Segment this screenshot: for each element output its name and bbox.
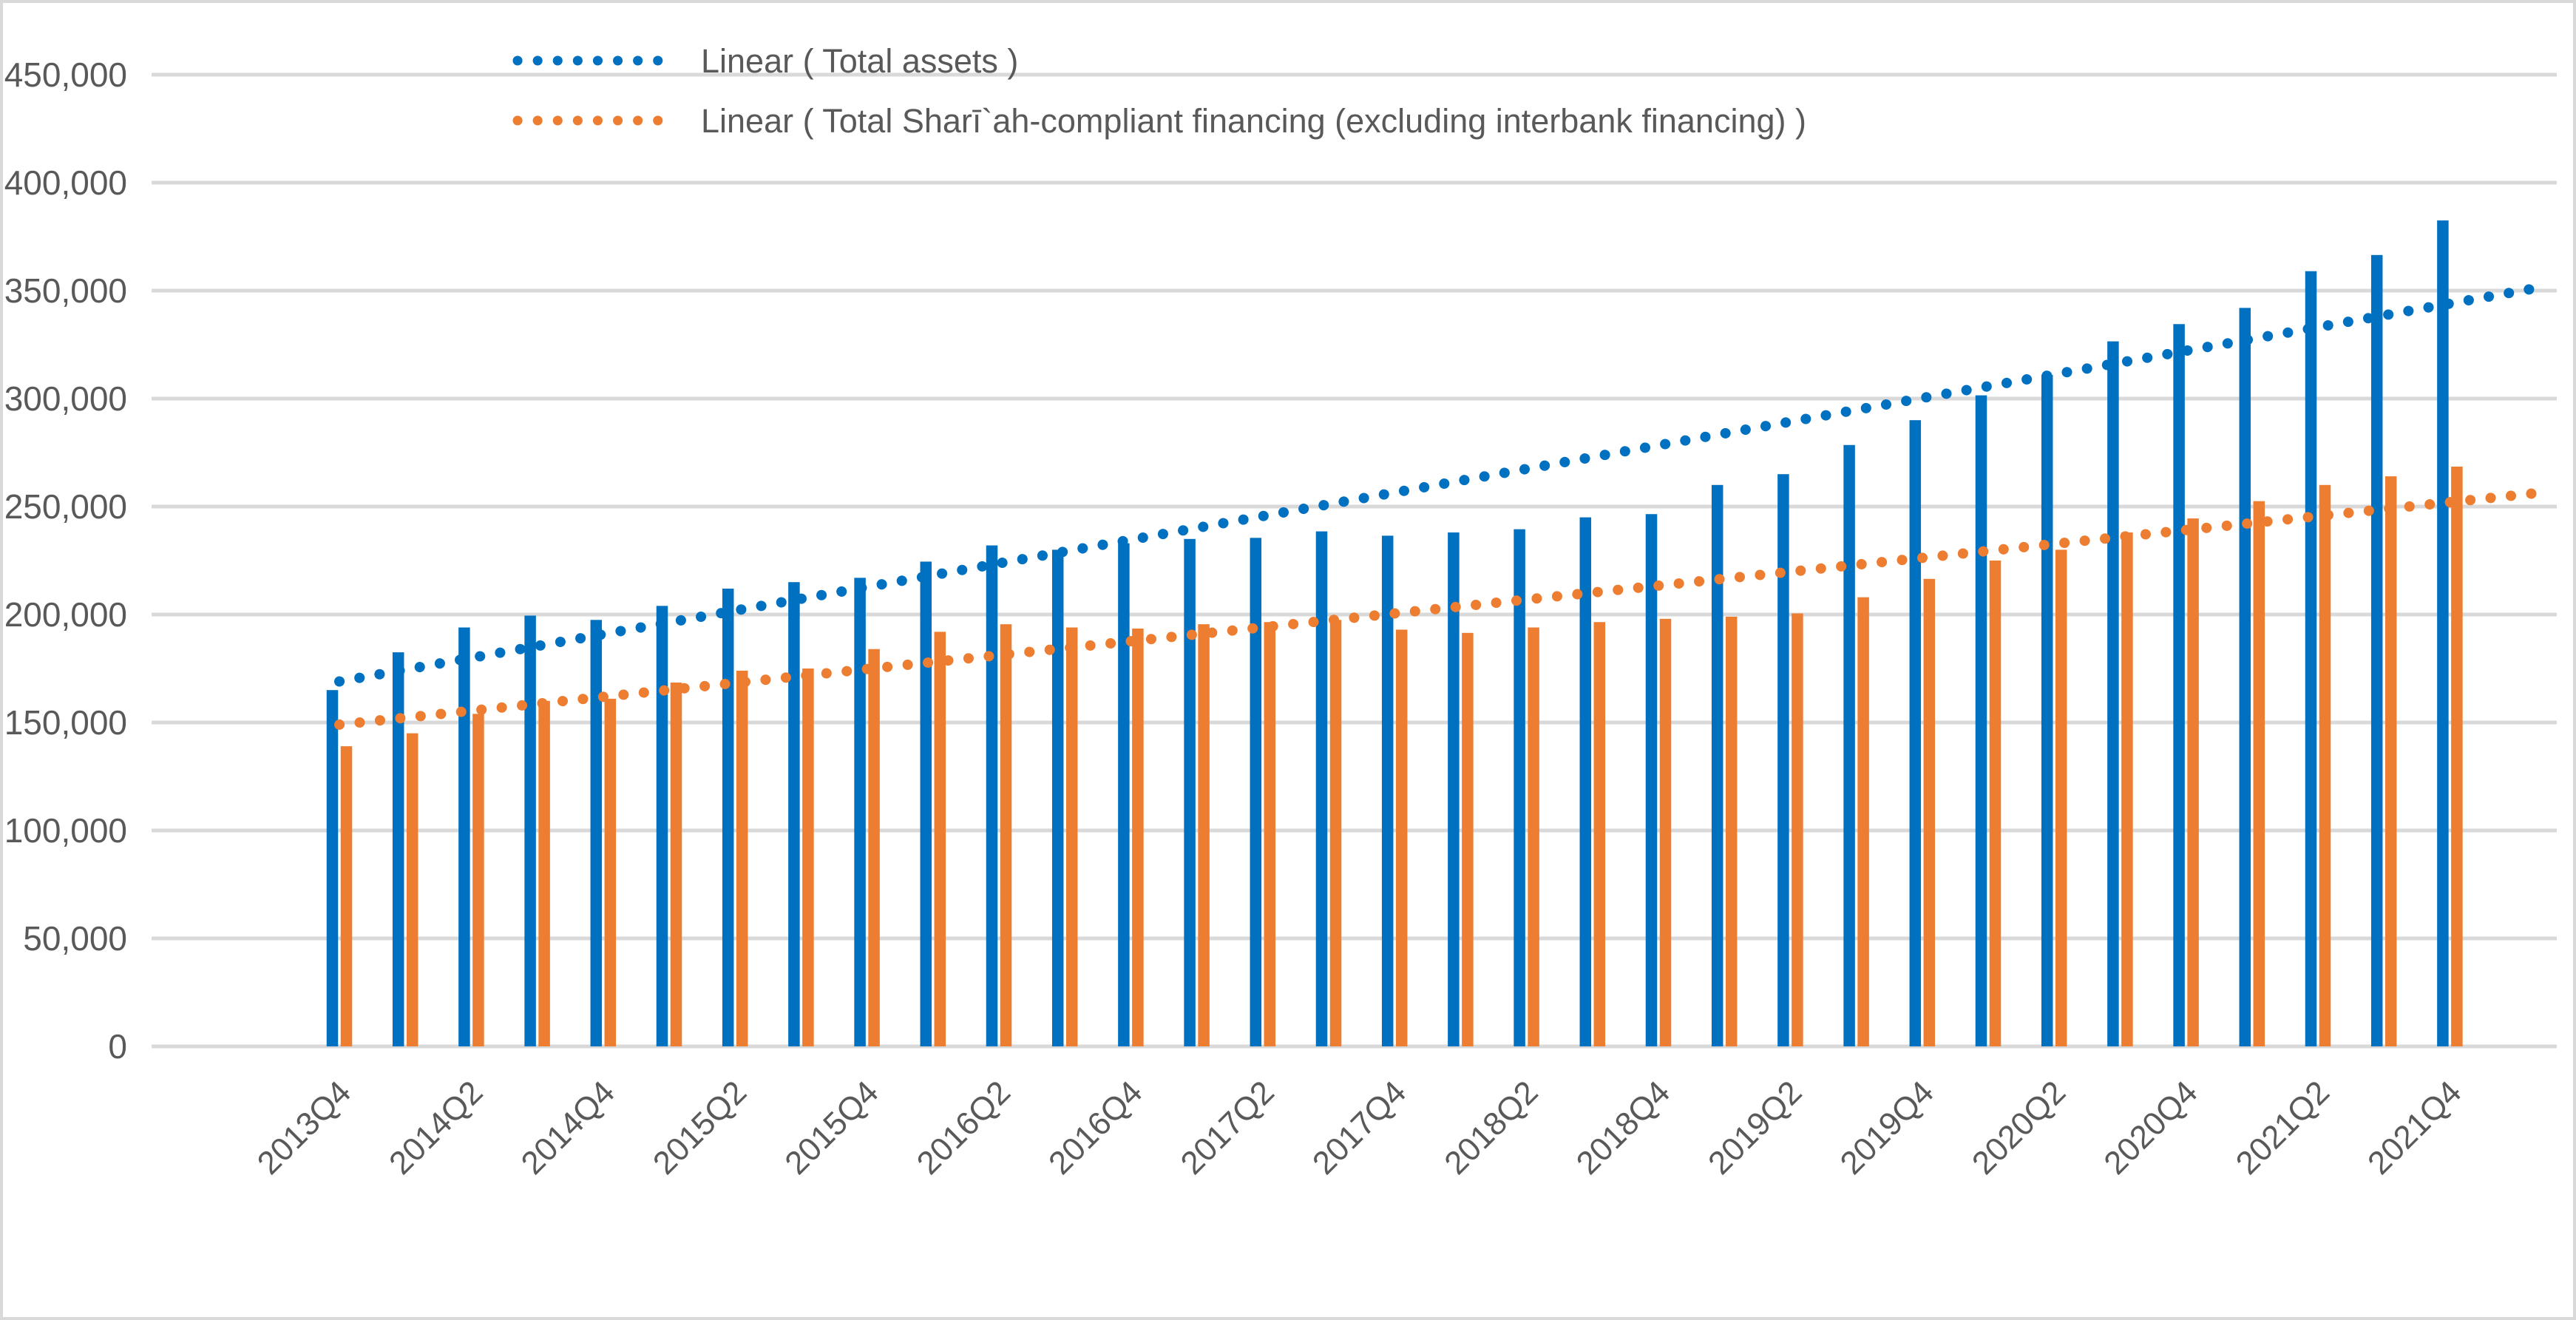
bar-financing xyxy=(1198,624,1210,1046)
bar-total-assets xyxy=(1711,484,1723,1046)
bar-total-assets xyxy=(524,615,536,1046)
bar-financing xyxy=(2253,501,2265,1046)
y-axis-label: 350,000 xyxy=(4,271,127,310)
bar-total-assets xyxy=(392,652,404,1046)
bar-financing xyxy=(736,670,748,1046)
bar-total-assets xyxy=(2305,271,2317,1047)
bar-financing xyxy=(1065,627,1078,1046)
bar-total-assets xyxy=(1514,529,1525,1046)
bar-financing xyxy=(1593,622,1606,1046)
y-axis-label: 200,000 xyxy=(4,595,127,634)
bar-total-assets xyxy=(1579,517,1592,1046)
bar-total-assets xyxy=(1184,538,1196,1046)
bar-total-assets xyxy=(920,561,932,1046)
trendline-total-assets xyxy=(334,280,2552,687)
legend-item-label: Linear ( Total Sharī`ah-compliant financ… xyxy=(701,102,1806,140)
bar-total-assets xyxy=(986,545,998,1046)
bar-total-assets xyxy=(1051,549,1064,1046)
bar-total-assets xyxy=(1645,514,1658,1046)
bar-financing xyxy=(2187,518,2199,1046)
bar-total-assets xyxy=(1250,538,1262,1046)
bar-financing xyxy=(2319,484,2331,1046)
bar-total-assets xyxy=(2437,220,2449,1047)
y-axis-label: 50,000 xyxy=(23,919,127,958)
y-axis-label: 250,000 xyxy=(4,487,127,526)
bar-total-assets xyxy=(1843,444,1855,1046)
y-axis-label: 100,000 xyxy=(4,811,127,850)
bar-total-assets xyxy=(1448,532,1460,1046)
bar-financing xyxy=(1329,620,1342,1046)
bar-financing xyxy=(1725,616,1738,1046)
bar-financing xyxy=(2451,466,2463,1046)
bar-total-assets xyxy=(2173,324,2185,1046)
bar-financing xyxy=(1132,628,1144,1046)
bar-financing xyxy=(538,700,550,1046)
bar-total-assets xyxy=(2370,254,2383,1046)
bar-financing xyxy=(472,714,484,1046)
bar-financing xyxy=(868,649,880,1046)
bar-financing xyxy=(2055,549,2067,1046)
bar-financing xyxy=(1857,597,1869,1046)
bar-total-assets xyxy=(1777,474,1789,1046)
bar-financing xyxy=(1462,632,1474,1046)
bar-financing xyxy=(1659,618,1672,1046)
y-axis-label: 0 xyxy=(108,1027,127,1066)
bar-total-assets xyxy=(458,627,470,1046)
bar-financing xyxy=(2385,476,2397,1046)
bar-financing xyxy=(1792,613,1803,1046)
y-axis-label: 300,000 xyxy=(4,379,127,418)
bar-total-assets xyxy=(1975,395,1987,1046)
bar-financing xyxy=(1989,561,2002,1046)
bar-financing xyxy=(604,698,617,1046)
bar-total-assets xyxy=(2041,374,2053,1046)
bar-financing xyxy=(2121,532,2133,1046)
y-axis-label: 400,000 xyxy=(4,163,127,202)
bar-total-assets xyxy=(854,578,866,1046)
bar-financing xyxy=(1395,629,1408,1046)
bar-total-assets xyxy=(2107,341,2119,1046)
bar-financing xyxy=(1264,622,1276,1046)
bar-financing xyxy=(670,682,682,1046)
bar-total-assets xyxy=(722,588,734,1046)
bar-total-assets xyxy=(1315,531,1328,1046)
legend-item-label: Linear ( Total assets ) xyxy=(701,42,1018,80)
bar-total-assets xyxy=(1909,420,1922,1046)
bar-total-assets xyxy=(590,620,603,1046)
trendline-financing xyxy=(334,487,2552,730)
bar-financing xyxy=(1000,624,1012,1046)
bar-total-assets xyxy=(656,606,668,1046)
bar-total-assets xyxy=(788,582,800,1046)
bar-financing xyxy=(1923,578,1936,1046)
y-axis-label: 450,000 xyxy=(4,55,127,94)
bar-total-assets xyxy=(1118,543,1130,1046)
bar-financing xyxy=(406,733,418,1046)
y-axis-label: 150,000 xyxy=(4,703,127,742)
bar-total-assets xyxy=(1381,535,1394,1046)
bar-financing xyxy=(340,746,353,1046)
bar-total-assets xyxy=(326,690,339,1046)
bar-financing xyxy=(1528,627,1539,1046)
bar-total-assets xyxy=(2239,308,2251,1046)
bar-financing xyxy=(934,632,946,1046)
bar-financing xyxy=(802,669,814,1046)
